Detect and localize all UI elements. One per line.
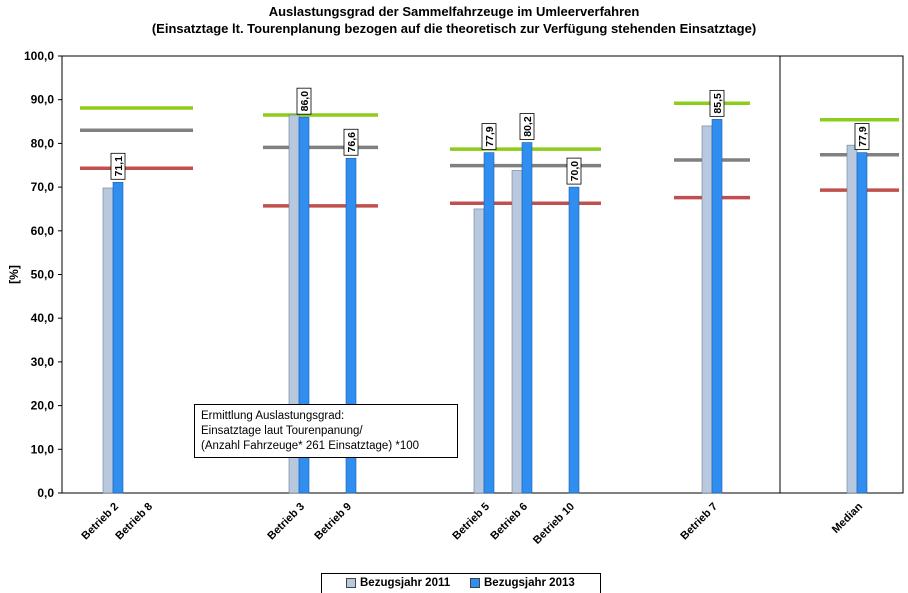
- y-tick-label: 80,0: [31, 136, 55, 150]
- x-tick-label: Betrieb 9: [312, 501, 354, 543]
- bar-2013: [483, 152, 495, 494]
- data-label: 85,5: [709, 89, 725, 117]
- bar-2013: [521, 142, 533, 494]
- bar-2011: [473, 208, 485, 494]
- legend-item-2011: Bezugsjahr 2011: [346, 577, 450, 589]
- x-tick-label: Betrieb 10: [531, 501, 577, 547]
- bar-2013: [112, 181, 124, 494]
- y-tick-label: 20,0: [31, 399, 55, 413]
- chart-subtitle: (Einsatztage lt. Tourenplanung bezogen a…: [151, 21, 757, 36]
- data-label-text: 70,0: [569, 161, 581, 182]
- data-label-box: [854, 123, 870, 150]
- data-label-box: [296, 87, 312, 115]
- chart-legend: Bezugsjahr 2011 Bezugsjahr 2013: [321, 573, 601, 593]
- bar-2013: [345, 157, 357, 494]
- x-tick-label: Median: [830, 500, 865, 535]
- data-label-text: 77,9: [857, 126, 869, 147]
- data-label: 70,0: [566, 157, 582, 185]
- legend-label-2013: Bezugsjahr 2013: [484, 577, 575, 589]
- data-label-text: 76,6: [346, 132, 358, 153]
- y-tick-label: 0,0: [37, 486, 54, 500]
- note-line-3: (Anzahl Fahrzeuge* 261 Einsatztage) *100: [201, 440, 420, 452]
- data-label-box: [343, 128, 359, 156]
- bar-2011: [846, 144, 858, 494]
- data-label: 86,0: [296, 87, 312, 115]
- bar-2011: [511, 170, 523, 494]
- data-label-text: 86,0: [299, 91, 311, 112]
- y-tick-label: 50,0: [31, 268, 55, 282]
- data-label-text: 71,1: [113, 156, 125, 177]
- legend-swatch-2013: [470, 577, 480, 588]
- y-tick-label: 30,0: [31, 355, 55, 369]
- note-line-1: Ermittlung Auslastungsgrad:: [201, 410, 345, 422]
- y-tick-label: 10,0: [31, 442, 55, 456]
- calculation-note: Ermittlung Auslastungsgrad: Einsatztage …: [194, 404, 458, 458]
- bar-2013: [856, 152, 868, 494]
- bar-2013: [298, 116, 310, 494]
- note-line-2: Einsatztage laut Tourenpanung/: [201, 425, 363, 437]
- x-tick-label: Betrieb 3: [265, 501, 307, 543]
- data-label-box: [481, 123, 497, 150]
- x-tick-label: Betrieb 7: [678, 501, 720, 543]
- data-label-box: [110, 152, 126, 180]
- bar-2011: [102, 187, 114, 494]
- data-label: 71,1: [110, 152, 126, 180]
- y-tick-label: 40,0: [31, 311, 55, 325]
- chart-title: Auslastungsgrad der Sammelfahrzeuge im U…: [268, 4, 640, 19]
- x-tick-label: Betrieb 8: [113, 501, 155, 543]
- data-label-box: [566, 157, 582, 185]
- data-label: 77,9: [481, 123, 497, 150]
- bar-2013: [568, 186, 580, 494]
- y-axis-label: [%]: [7, 265, 21, 284]
- data-label-text: 80,2: [522, 116, 534, 137]
- bar-2013: [711, 119, 723, 494]
- bar-2011: [701, 125, 713, 494]
- y-tick-label: 60,0: [31, 224, 55, 238]
- data-label-box: [709, 89, 725, 117]
- data-label: 77,9: [854, 123, 870, 150]
- data-label-text: 77,9: [484, 126, 496, 147]
- data-label: 80,2: [519, 113, 535, 140]
- data-label-text: 85,5: [712, 93, 724, 114]
- x-tick-label: Betrieb 6: [488, 501, 530, 543]
- data-label: 76,6: [343, 128, 359, 156]
- y-tick-label: 70,0: [31, 180, 55, 194]
- x-tick-label: Betrieb 5: [450, 501, 492, 543]
- y-tick-label: 90,0: [31, 93, 55, 107]
- legend-label-2011: Bezugsjahr 2011: [360, 577, 451, 589]
- y-tick-label: 100,0: [24, 49, 54, 63]
- data-label-box: [519, 113, 535, 140]
- legend-item-2013: Bezugsjahr 2013: [470, 577, 575, 589]
- legend-swatch-2011: [346, 577, 356, 588]
